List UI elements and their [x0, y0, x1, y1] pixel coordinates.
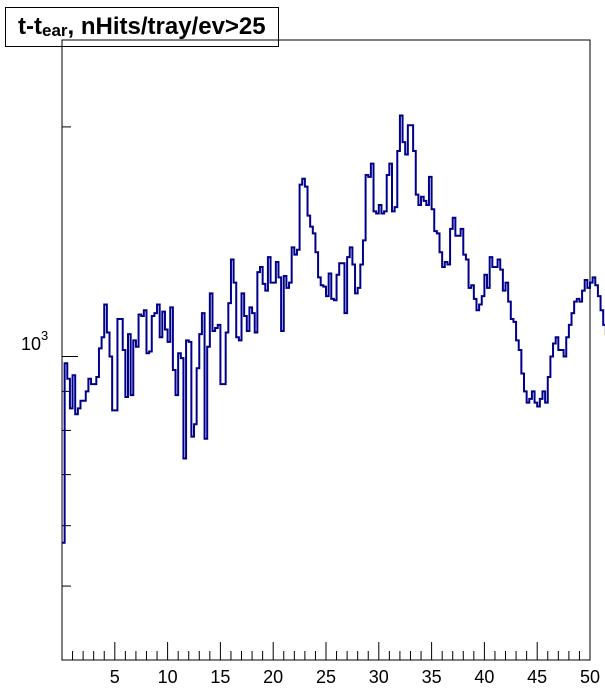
x-tick-label: 50 [580, 667, 600, 687]
x-tick-label: 10 [158, 667, 178, 687]
plot-frame [61, 39, 591, 661]
y-tick-label-base: 10 [21, 334, 41, 354]
x-axis-ticks [72, 642, 591, 660]
histogram-series [62, 114, 605, 544]
x-tick-label: 30 [369, 667, 389, 687]
x-tick-label: 45 [527, 667, 547, 687]
x-tick-label: 40 [474, 667, 494, 687]
x-tick-label: 15 [210, 667, 230, 687]
y-tick-label-exponent: 3 [41, 328, 48, 343]
chart-title-prefix: t-t [18, 13, 42, 40]
chart-title-suffix: , nHits/tray/ev>25 [67, 13, 266, 40]
x-tick-label: 5 [110, 667, 120, 687]
x-tick-label: 35 [422, 667, 442, 687]
x-tick-label: 20 [263, 667, 283, 687]
x-axis-tick-labels: 5 10 15 20 25 30 35 40 45 50 [110, 667, 600, 687]
chart-title-subscript: ear [41, 21, 68, 40]
x-tick-label: 25 [316, 667, 336, 687]
